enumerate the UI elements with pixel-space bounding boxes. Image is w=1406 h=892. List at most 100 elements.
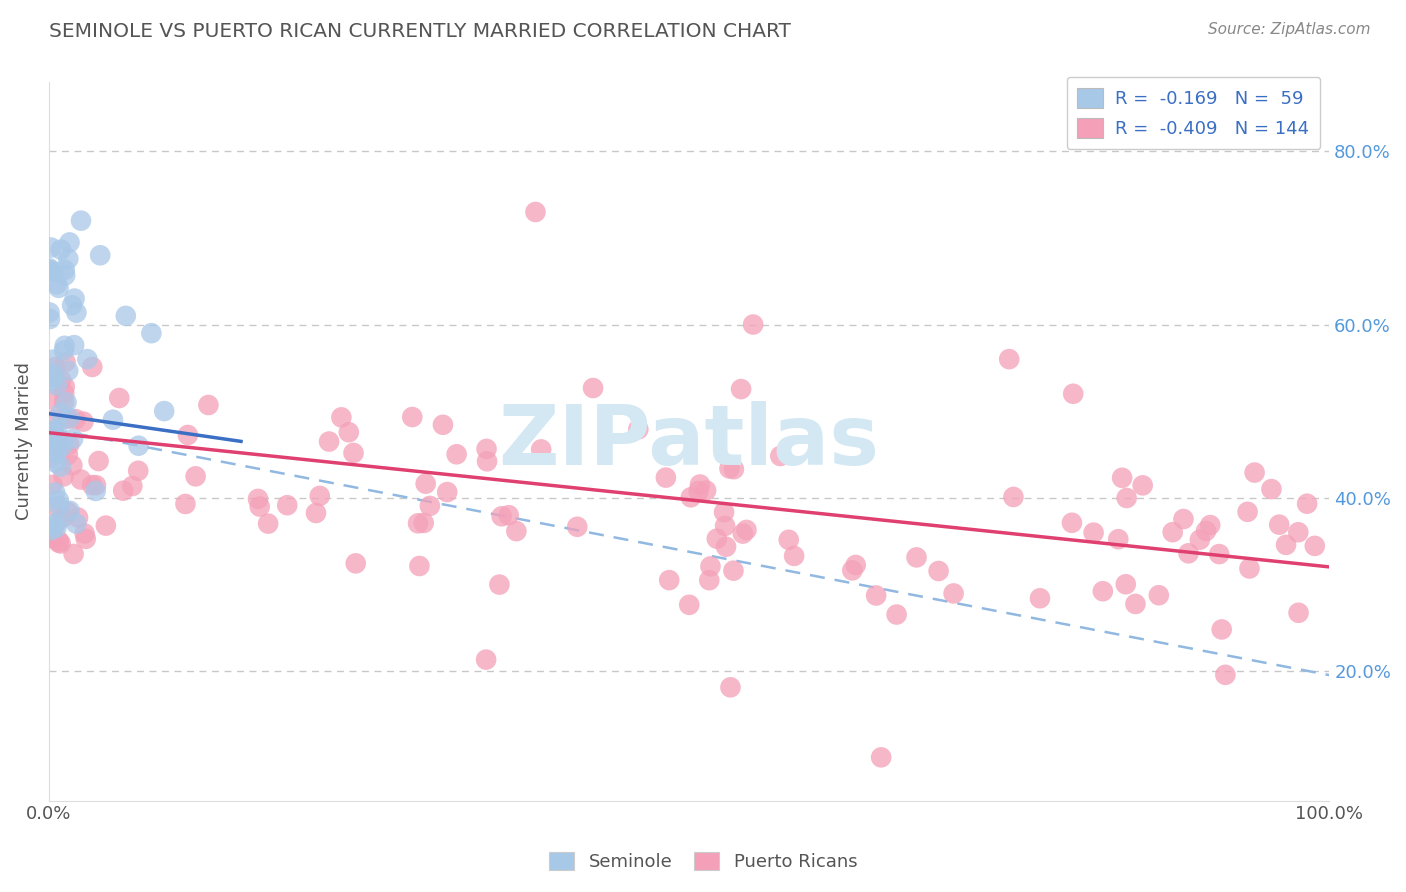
Point xyxy=(1132,478,1154,492)
Point xyxy=(415,476,437,491)
Point xyxy=(197,398,219,412)
Point xyxy=(45,456,67,470)
Point xyxy=(475,442,498,456)
Point xyxy=(52,469,75,483)
Point xyxy=(412,516,434,530)
Point xyxy=(48,446,70,460)
Point xyxy=(714,540,737,554)
Point xyxy=(530,442,553,457)
Point xyxy=(46,421,69,435)
Point xyxy=(48,493,70,508)
Point xyxy=(56,411,79,425)
Point xyxy=(475,454,498,468)
Point xyxy=(845,558,868,572)
Point xyxy=(1107,532,1129,546)
Point xyxy=(39,241,62,255)
Point xyxy=(44,485,66,500)
Point xyxy=(39,263,62,277)
Point xyxy=(276,498,298,512)
Point xyxy=(42,434,65,449)
Point xyxy=(127,464,149,478)
Point xyxy=(59,504,82,518)
Point xyxy=(58,235,80,250)
Point xyxy=(60,298,83,312)
Point xyxy=(1060,516,1083,530)
Point xyxy=(53,379,76,393)
Point xyxy=(305,506,328,520)
Point xyxy=(524,205,547,219)
Point xyxy=(72,415,94,429)
Point xyxy=(697,573,720,587)
Point xyxy=(695,483,717,498)
Point xyxy=(41,531,63,545)
Point xyxy=(53,395,76,409)
Point xyxy=(1208,547,1230,561)
Point xyxy=(52,434,75,449)
Point xyxy=(63,338,86,352)
Point xyxy=(114,309,136,323)
Point xyxy=(62,547,84,561)
Point xyxy=(769,449,792,463)
Point xyxy=(1173,512,1195,526)
Point xyxy=(44,369,66,384)
Point xyxy=(42,425,65,439)
Point xyxy=(446,447,468,461)
Point xyxy=(1115,577,1137,591)
Point xyxy=(39,523,62,537)
Point xyxy=(58,252,80,266)
Point xyxy=(257,516,280,531)
Point xyxy=(1083,525,1105,540)
Point xyxy=(1161,525,1184,540)
Point xyxy=(582,381,605,395)
Point xyxy=(75,532,97,546)
Point xyxy=(53,262,76,277)
Point xyxy=(1002,490,1025,504)
Point xyxy=(928,564,950,578)
Point xyxy=(658,573,681,587)
Point xyxy=(174,497,197,511)
Point xyxy=(58,411,80,425)
Point xyxy=(735,523,758,537)
Point xyxy=(48,499,70,513)
Point xyxy=(432,417,454,432)
Point xyxy=(76,352,98,367)
Point xyxy=(48,535,70,549)
Point xyxy=(44,412,66,426)
Point xyxy=(65,305,87,319)
Point xyxy=(870,750,893,764)
Point xyxy=(141,326,163,341)
Point xyxy=(337,425,360,440)
Point xyxy=(723,462,745,476)
Point xyxy=(58,438,80,452)
Point xyxy=(53,268,76,283)
Point xyxy=(49,459,72,474)
Point xyxy=(886,607,908,622)
Point xyxy=(1091,584,1114,599)
Point xyxy=(1188,533,1211,547)
Point xyxy=(45,516,67,530)
Text: ZIPatlas: ZIPatlas xyxy=(499,401,880,482)
Point xyxy=(101,413,124,427)
Point xyxy=(714,519,737,533)
Point xyxy=(89,248,111,262)
Point xyxy=(706,532,728,546)
Point xyxy=(39,312,62,326)
Point xyxy=(998,352,1021,367)
Point xyxy=(56,448,79,462)
Point xyxy=(84,478,107,492)
Point xyxy=(41,352,63,367)
Point xyxy=(44,425,66,440)
Point xyxy=(330,410,353,425)
Point xyxy=(44,360,66,375)
Point xyxy=(51,373,73,387)
Point xyxy=(1288,606,1310,620)
Point xyxy=(1286,525,1309,540)
Point xyxy=(177,428,200,442)
Point xyxy=(342,446,364,460)
Point xyxy=(44,518,66,533)
Point xyxy=(46,500,69,515)
Point xyxy=(699,559,721,574)
Point xyxy=(41,373,63,387)
Point xyxy=(689,477,711,491)
Point xyxy=(45,434,67,449)
